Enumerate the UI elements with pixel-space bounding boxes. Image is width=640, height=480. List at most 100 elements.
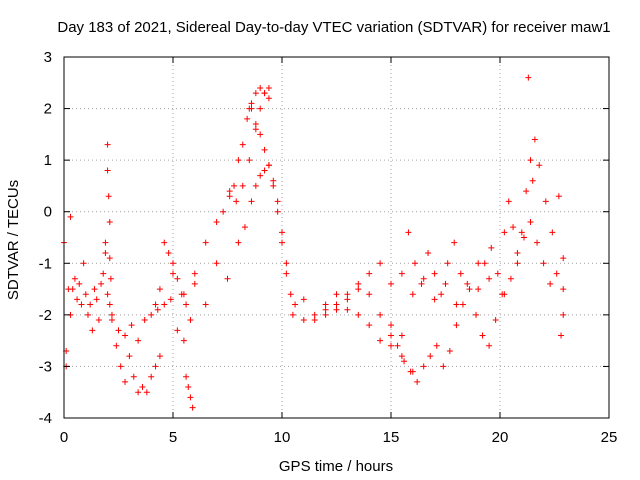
y-tick-labels: -4 -3 -2 -1 0 1 2 3 bbox=[39, 49, 52, 427]
data-point bbox=[67, 213, 74, 220]
data-point bbox=[366, 291, 373, 298]
data-point bbox=[446, 347, 453, 354]
x-tick-label: 0 bbox=[60, 429, 68, 446]
data-point bbox=[440, 363, 447, 370]
data-point bbox=[398, 353, 405, 360]
data-point bbox=[457, 270, 464, 277]
data-point bbox=[431, 296, 438, 303]
data-point bbox=[377, 311, 384, 318]
data-point bbox=[501, 229, 508, 236]
data-point bbox=[69, 286, 76, 293]
data-point bbox=[425, 249, 432, 256]
data-point bbox=[536, 162, 543, 169]
data-point bbox=[233, 198, 240, 205]
data-point bbox=[105, 193, 112, 200]
data-point bbox=[82, 291, 89, 298]
series-arc-level-17h bbox=[409, 260, 493, 308]
data-point bbox=[560, 311, 567, 318]
data-point bbox=[527, 157, 534, 164]
data-point bbox=[98, 280, 105, 287]
data-point bbox=[366, 270, 373, 277]
data-point bbox=[187, 317, 194, 324]
data-point bbox=[464, 280, 471, 287]
data-point bbox=[388, 280, 394, 287]
data-point bbox=[224, 275, 231, 282]
data-point bbox=[102, 239, 109, 246]
data-point bbox=[261, 167, 268, 174]
data-point bbox=[183, 301, 190, 308]
data-point bbox=[540, 260, 547, 267]
data-point bbox=[355, 286, 362, 293]
data-point bbox=[414, 378, 421, 385]
data-point bbox=[239, 141, 246, 148]
series-arc-dip-6h bbox=[183, 373, 196, 411]
data-point bbox=[514, 249, 521, 256]
data-point bbox=[148, 311, 155, 318]
data-point bbox=[525, 74, 532, 81]
data-point bbox=[102, 249, 109, 256]
data-point bbox=[161, 239, 168, 246]
data-point bbox=[407, 368, 414, 375]
data-point bbox=[344, 291, 351, 298]
x-tick-label: 15 bbox=[383, 429, 400, 446]
data-point bbox=[191, 280, 198, 287]
chart-title: Day 183 of 2021, Sidereal Day-to-day VTE… bbox=[57, 19, 610, 36]
data-point bbox=[270, 177, 277, 184]
data-point bbox=[187, 394, 194, 401]
y-tick-label: -1 bbox=[39, 255, 52, 272]
data-point bbox=[270, 182, 277, 189]
data-point bbox=[108, 317, 115, 324]
data-point bbox=[152, 363, 159, 370]
series-arc-up-4h bbox=[152, 239, 194, 324]
series-arc-rise-16h bbox=[398, 229, 464, 298]
x-axis-label: GPS time / hours bbox=[279, 458, 393, 475]
data-point bbox=[257, 84, 264, 91]
grid bbox=[64, 57, 609, 418]
data-point bbox=[170, 270, 176, 277]
data-point bbox=[518, 229, 525, 236]
data-point bbox=[261, 90, 268, 97]
data-points bbox=[61, 74, 567, 411]
data-point bbox=[311, 317, 318, 324]
data-point bbox=[252, 121, 259, 128]
data-point bbox=[287, 291, 294, 298]
data-point bbox=[122, 378, 129, 385]
data-point bbox=[174, 327, 181, 334]
data-point bbox=[542, 198, 549, 205]
data-point bbox=[529, 177, 536, 184]
data-point bbox=[78, 301, 85, 308]
data-point bbox=[488, 244, 495, 251]
data-point bbox=[523, 188, 530, 195]
data-point bbox=[514, 260, 521, 267]
x-tick-label: 20 bbox=[492, 429, 509, 446]
data-point bbox=[333, 291, 340, 298]
data-point bbox=[91, 286, 98, 293]
data-point bbox=[213, 219, 220, 226]
data-point bbox=[520, 234, 527, 241]
data-point bbox=[279, 229, 285, 236]
series-arc-fall-9h-b bbox=[257, 162, 290, 267]
data-point bbox=[117, 363, 124, 370]
data-point bbox=[202, 239, 209, 246]
data-point bbox=[507, 275, 514, 282]
data-point bbox=[527, 219, 534, 226]
data-point bbox=[248, 105, 255, 112]
y-tick-label: 3 bbox=[44, 49, 52, 66]
series-arc-rise-20h bbox=[475, 136, 538, 293]
series-arc-spike-2h bbox=[102, 141, 114, 282]
data-point bbox=[265, 162, 272, 169]
data-point bbox=[531, 136, 538, 143]
data-point bbox=[322, 301, 329, 308]
data-point bbox=[333, 301, 340, 308]
data-point bbox=[475, 286, 482, 293]
x-tick-labels: 0 5 10 15 20 25 bbox=[60, 429, 618, 446]
data-point bbox=[191, 270, 198, 277]
data-point bbox=[401, 358, 408, 365]
data-point bbox=[494, 270, 501, 277]
data-point bbox=[283, 260, 290, 267]
data-point bbox=[165, 249, 172, 256]
series-arc-upper-11h bbox=[300, 291, 405, 349]
data-point bbox=[257, 131, 264, 138]
data-point bbox=[547, 280, 554, 287]
